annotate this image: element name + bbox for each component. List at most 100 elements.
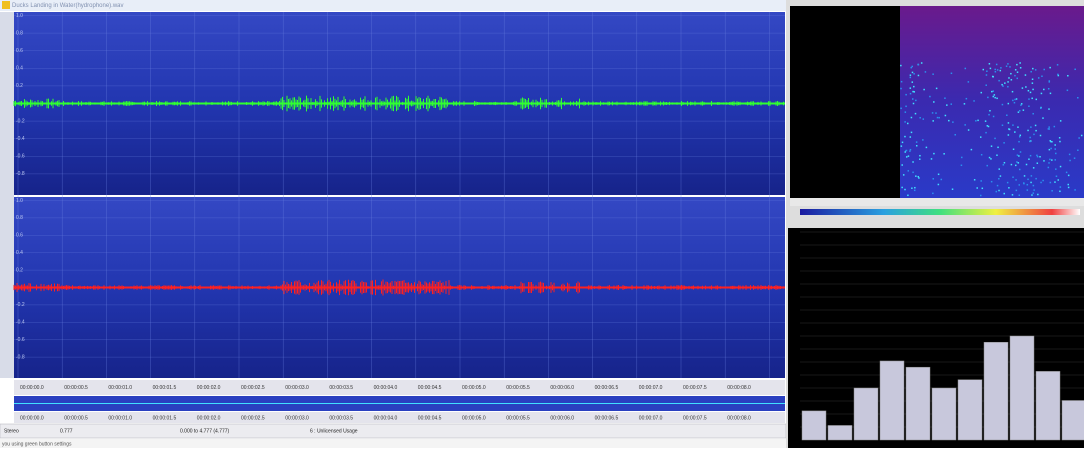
spectrogram-speckle — [989, 110, 991, 112]
spectrogram-speckle — [1068, 187, 1070, 189]
spectrogram-speckle — [1059, 191, 1061, 193]
status-field: 0.000 to 4.777 (4.777) — [180, 428, 230, 434]
spectrogram-speckle — [1008, 122, 1010, 124]
spectrogram-speckle — [915, 175, 917, 177]
spectrogram-speckle — [988, 126, 990, 128]
spectrogram-speckle — [1016, 190, 1018, 192]
time-label: 00:00:02.5 — [241, 415, 265, 421]
y-label: 1.0 — [16, 13, 23, 19]
spectrogram-speckle — [938, 184, 940, 186]
spectrogram-speckle — [973, 100, 975, 102]
spectrogram-speckle — [1059, 141, 1061, 143]
spectrogram-speckle — [1054, 144, 1056, 146]
spectrogram-speckle — [1027, 184, 1029, 186]
y-label: 0.4 — [16, 250, 23, 256]
spectrogram-speckle — [1066, 172, 1068, 174]
spectrogram-speckle — [1074, 189, 1076, 191]
spectrogram-speckle — [961, 165, 963, 167]
spectrogram-speckle — [980, 180, 982, 182]
spectrogram-speckle — [941, 179, 943, 181]
spectrogram-speckle — [904, 136, 906, 138]
spectrogram-speckle — [1025, 86, 1027, 88]
spectrogram-speckle — [910, 136, 912, 138]
time-label: 00:00:01.5 — [153, 415, 177, 421]
spectrogram-speckle — [1042, 117, 1044, 119]
spectrogram-speckle — [907, 195, 909, 197]
spectrogram-speckle — [932, 193, 934, 195]
color-scale — [800, 209, 1080, 215]
spectrogram-speckle — [901, 164, 903, 166]
spectrogram-speckle — [914, 187, 916, 189]
time-label: 00:00:07.0 — [639, 415, 663, 421]
spectrogram-speckle — [1008, 187, 1010, 189]
page: Ducks Landing in Water(hydrophone).wav y… — [0, 0, 1084, 448]
spectrogram-speckle — [913, 73, 915, 75]
spectrogram-speckle — [1019, 194, 1021, 196]
spectrogram-speckle — [990, 158, 992, 160]
spectrogram-speckle — [965, 68, 967, 70]
spectrogram-speckle — [997, 69, 999, 71]
spectrogram-speckle — [985, 84, 987, 86]
spectrogram-speckle — [975, 120, 977, 122]
spectrogram-speckle — [935, 112, 937, 114]
y-label: -0.6 — [16, 337, 25, 343]
spectrogram-speckle — [1077, 150, 1079, 152]
spectrogram-speckle — [980, 195, 982, 197]
spectrogram-speckle — [1033, 189, 1035, 191]
spectrogram-speckle — [921, 62, 923, 64]
spectrogram-speckle — [1033, 134, 1035, 136]
spectrogram-speckle — [1040, 182, 1042, 184]
y-label: 0.8 — [16, 215, 23, 221]
spectrogram-speckle — [1048, 167, 1050, 169]
time-label: 00:00:04.5 — [418, 415, 442, 421]
spectrogram-speckle — [1051, 141, 1053, 143]
spectrogram-speckle — [1023, 109, 1024, 111]
spectrogram-speckle — [1012, 194, 1014, 196]
spectrogram-speckle — [915, 113, 917, 115]
y-label: -0.2 — [16, 118, 25, 124]
spectrogram-speckle — [985, 120, 987, 122]
spectrogram-speckle — [974, 179, 976, 181]
spectrogram-speckle — [976, 187, 978, 189]
time-label: 00:00:03.5 — [329, 415, 353, 421]
spectrogram-speckle — [948, 120, 950, 122]
spectrogram-speckle — [912, 91, 914, 93]
spectrogram-speckle — [986, 74, 988, 76]
spectrogram-speckle — [1077, 97, 1079, 99]
spectrogram-speckle — [1036, 155, 1038, 157]
spectrogram-speckle — [910, 87, 912, 89]
y-label: 1.0 — [16, 198, 23, 204]
y-label: 0.6 — [16, 48, 23, 54]
spectrogram-speckle — [1067, 90, 1069, 92]
spectrogram-speckle — [1035, 125, 1037, 127]
spectrogram-speckle — [904, 189, 906, 191]
time-label: 00:00:00.5 — [64, 385, 88, 391]
spectrogram-speckle — [1051, 159, 1053, 161]
spectrogram-speckle — [922, 139, 924, 141]
spectrogram-speckle — [904, 121, 906, 123]
time-label: 00:00:07.5 — [683, 385, 707, 391]
spectrogram-speckle — [1030, 92, 1032, 94]
status-field: Stereo — [4, 428, 19, 434]
spectrogram-speckle — [1017, 126, 1019, 128]
spectrogram-speckle — [986, 165, 988, 167]
spectrogram-speckle — [993, 90, 995, 92]
time-label: 00:00:01.0 — [108, 385, 132, 391]
spectrogram-speckle — [997, 185, 999, 187]
time-label: 00:00:06.5 — [595, 385, 619, 391]
spectrogram-speckle — [961, 157, 963, 159]
time-label: 00:00:03.0 — [285, 415, 309, 421]
spectrum-bar — [1036, 371, 1060, 440]
y-label: -0.8 — [16, 354, 25, 360]
spectrogram-speckle — [1002, 85, 1004, 87]
status-hint: you using green button settings — [2, 441, 72, 447]
spectrogram-speckle — [1019, 110, 1021, 112]
spectrogram-speckle — [906, 150, 908, 152]
spectrogram-speckle — [1048, 128, 1050, 130]
spectrogram-speckle — [1004, 162, 1006, 164]
spectrogram-speckle — [1004, 82, 1006, 84]
spectrogram-speckle — [1009, 66, 1011, 68]
spectrogram-speckle — [994, 69, 996, 71]
spectrogram-speckle — [1028, 98, 1030, 100]
spectrogram-speckle — [912, 66, 914, 68]
